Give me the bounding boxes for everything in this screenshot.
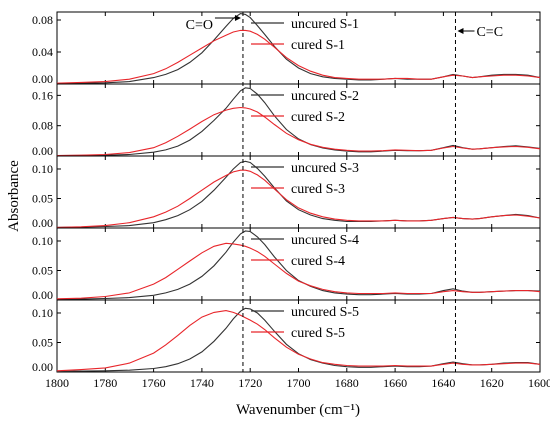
annotation-label: C=C: [476, 25, 503, 40]
panel-5: 0.00 0.05 0.10 uncured S-5 cured S-5: [32, 299, 541, 374]
y-tick-label: 0.00: [32, 360, 53, 374]
x-tick-label: 1620: [480, 376, 504, 390]
legend-label: uncured S-2: [291, 89, 359, 104]
y-tick-label: 0.08: [32, 13, 53, 27]
legend-label: cured S-3: [291, 182, 345, 197]
y-tick-label: 0.05: [32, 335, 53, 349]
y-tick-label: 0.10: [32, 234, 53, 248]
x-tick-label: 1780: [93, 376, 117, 390]
legend-label: uncured S-4: [291, 233, 359, 248]
x-tick-label: 1600: [528, 376, 550, 390]
y-tick-label: 0.08: [32, 119, 53, 133]
series-line-cured: [56, 242, 541, 300]
x-axis: 1800 1780 1760 1740 1720 1700 1680 1660 1640 1620…: [45, 376, 550, 390]
series-line-cured: [56, 169, 541, 228]
series-line-cured: [56, 106, 541, 157]
series-line-cured: [56, 310, 541, 372]
y-tick-label: 0.10: [32, 162, 53, 176]
legend-label: cured S-5: [291, 326, 345, 341]
legend-label: cured S-2: [291, 110, 345, 125]
legend-label: cured S-1: [291, 38, 345, 53]
y-tick-label: 0.00: [32, 216, 53, 230]
y-tick-label: 0.10: [32, 306, 53, 320]
x-tick-label: 1760: [142, 376, 166, 390]
legend-label: uncured S-1: [291, 17, 359, 32]
x-tick-label: 1800: [45, 376, 69, 390]
x-tick-label: 1660: [383, 376, 407, 390]
legend-label: uncured S-5: [291, 305, 359, 320]
panel-1: 0.00 0.04 0.08 uncured S-1 cured S-1: [32, 11, 541, 86]
y-tick-label: 0.05: [32, 191, 53, 205]
series-line-cured: [56, 29, 541, 84]
x-tick-label: 1740: [190, 376, 214, 390]
y-tick-label: 0.00: [32, 288, 53, 302]
x-tick-label: 1680: [335, 376, 359, 390]
x-axis-title: Wavenumber (cm⁻¹): [236, 402, 360, 418]
x-tick-label: 1700: [287, 376, 311, 390]
panels-group: 0.00 0.04 0.08 uncured S-1 cured S-1 0.00 0.08…: [32, 11, 541, 374]
y-tick-label: 0.00: [32, 144, 53, 158]
legend-label: cured S-4: [291, 254, 345, 269]
panel-3: 0.00 0.05 0.10 uncured S-3 cured S-3: [32, 155, 541, 230]
y-tick-label: 0.00: [32, 72, 53, 86]
annotation-arrowhead: [234, 15, 241, 21]
x-tick-label: 1720: [238, 376, 262, 390]
y-tick-label: 0.04: [32, 45, 53, 59]
annotation-label: C=O: [186, 18, 213, 33]
annotations-group: C=O C=C: [186, 12, 503, 372]
y-tick-label: 0.05: [32, 263, 53, 277]
y-tick-label: 0.16: [32, 88, 53, 102]
y-axis-title: Absorbance: [6, 160, 22, 232]
panel-4: 0.00 0.05 0.10 uncured S-4 cured S-4: [32, 227, 541, 302]
legend-label: uncured S-3: [291, 161, 359, 176]
panel-2: 0.00 0.08 0.16 uncured S-2 cured S-2: [32, 83, 541, 158]
x-tick-label: 1640: [431, 376, 455, 390]
annotation-arrowhead: [457, 28, 464, 34]
